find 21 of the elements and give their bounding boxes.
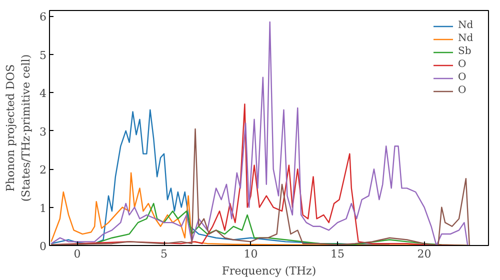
legend-label: O: [458, 59, 468, 70]
legend-label: O: [458, 85, 468, 96]
y-tick-label: 2: [40, 164, 46, 177]
y-tick-label: 6: [40, 10, 46, 24]
x-tick-label: 15: [330, 248, 345, 260]
y-axis-title: Phonon projected DOS (States/THz·primitive cell): [4, 54, 32, 202]
x-tick-label: 0: [74, 248, 81, 260]
legend-label: O: [458, 72, 468, 83]
y-tick-label: 5: [40, 48, 46, 62]
line-series: [50, 128, 470, 246]
line-series: [50, 109, 390, 246]
legend-label: Nd: [458, 20, 474, 31]
legend-label: Nd: [458, 33, 474, 44]
x-tick-label: 10: [244, 248, 258, 260]
x-tick-label: 20: [417, 248, 432, 260]
legend-label: Sb: [458, 46, 472, 57]
x-tick-label: 5: [160, 248, 168, 260]
x-axis-title: Frequency (THz): [222, 264, 316, 278]
y-tick-label: 4: [40, 87, 46, 100]
y-tick-label: 1: [40, 202, 46, 215]
y-tick-label: 3: [40, 125, 46, 138]
